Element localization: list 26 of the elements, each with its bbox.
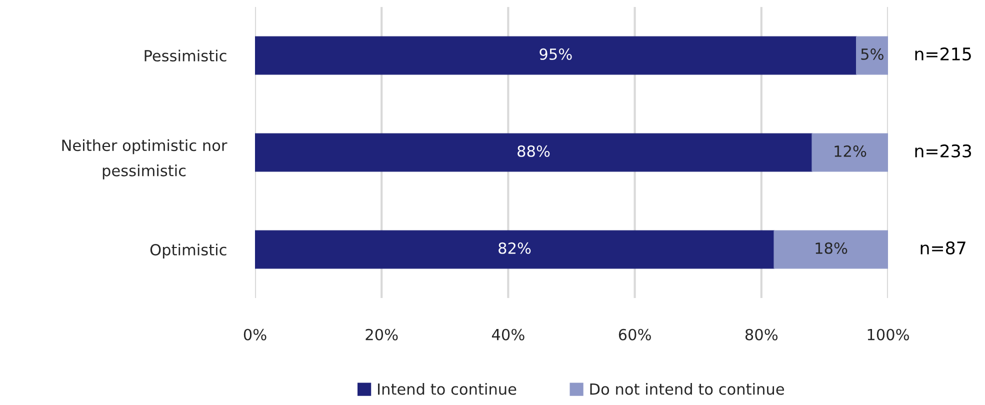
x-tick-label: 60% — [618, 328, 651, 340]
bar — [812, 133, 888, 172]
bar — [856, 36, 888, 75]
text: n=215 — [915, 47, 971, 61]
bar — [255, 230, 774, 269]
bar — [255, 36, 857, 75]
x-tick-label: 100% — [868, 328, 909, 340]
text: n=233 — [915, 144, 972, 158]
y-tick-label: Pessimistic — [144, 50, 226, 62]
text: n=87 — [920, 241, 966, 255]
data-label: 5% — [861, 48, 884, 60]
legend-label: Do not intend to continue — [590, 383, 784, 395]
data-label: 88% — [518, 145, 550, 157]
x-tick-label: 20% — [366, 328, 398, 340]
y-tick-label: Optimistic — [150, 244, 226, 258]
x-tick-label: 0% — [244, 328, 266, 340]
y-tick-label: Neither optimistic nor pessimistic — [62, 139, 228, 180]
x-tick-label: 80% — [745, 328, 778, 340]
data-label: 12% — [834, 145, 866, 157]
data-label: 95% — [540, 48, 572, 60]
legend-label: Intend to continue — [378, 383, 516, 395]
bar — [774, 230, 888, 269]
data-label: 18% — [816, 242, 848, 254]
bar — [255, 133, 812, 172]
data-label: 82% — [498, 242, 531, 254]
x-tick-label: 40% — [492, 328, 524, 340]
